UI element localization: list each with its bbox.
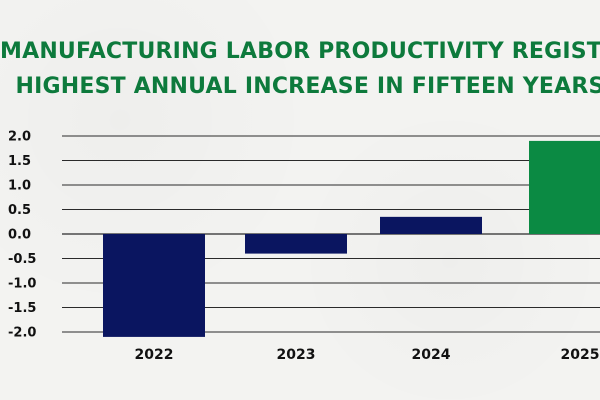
x-tick-label: 2024 [412,347,451,363]
y-tick-label: -0.5 [8,252,36,267]
chart-title-line-1: MANUFACTURING LABOR PRODUCTIVITY REGISTE… [0,39,600,64]
y-tick-label: 0.0 [8,228,31,243]
bar-2023 [245,234,347,254]
x-axis-labels: 2022 2023 2024 2025 [135,347,600,363]
x-tick-label: 2025 [561,347,600,363]
y-tick-label: 0.5 [8,203,31,218]
bar-2022 [103,234,205,337]
y-tick-label: 1.5 [8,154,31,169]
y-tick-label: 2.0 [8,130,31,145]
bar-2024 [380,216,482,234]
chart-title: MANUFACTURING LABOR PRODUCTIVITY REGISTE… [0,34,600,104]
bar-2025 [529,140,600,234]
y-tick-label: -1.5 [8,301,36,316]
x-tick-label: 2022 [135,347,174,363]
y-tick-label: -1.0 [8,277,36,292]
chart-title-line-2: HIGHEST ANNUAL INCREASE IN FIFTEEN YEARS [15,74,600,99]
y-tick-label: -2.0 [8,326,36,341]
x-tick-label: 2023 [277,347,316,363]
bars [103,140,600,337]
y-tick-label: 1.0 [8,179,31,194]
y-axis-ticks: 2.0 1.5 1.0 0.5 0.0 -0.5 -1.0 -1.5 -2.0 [8,130,36,341]
